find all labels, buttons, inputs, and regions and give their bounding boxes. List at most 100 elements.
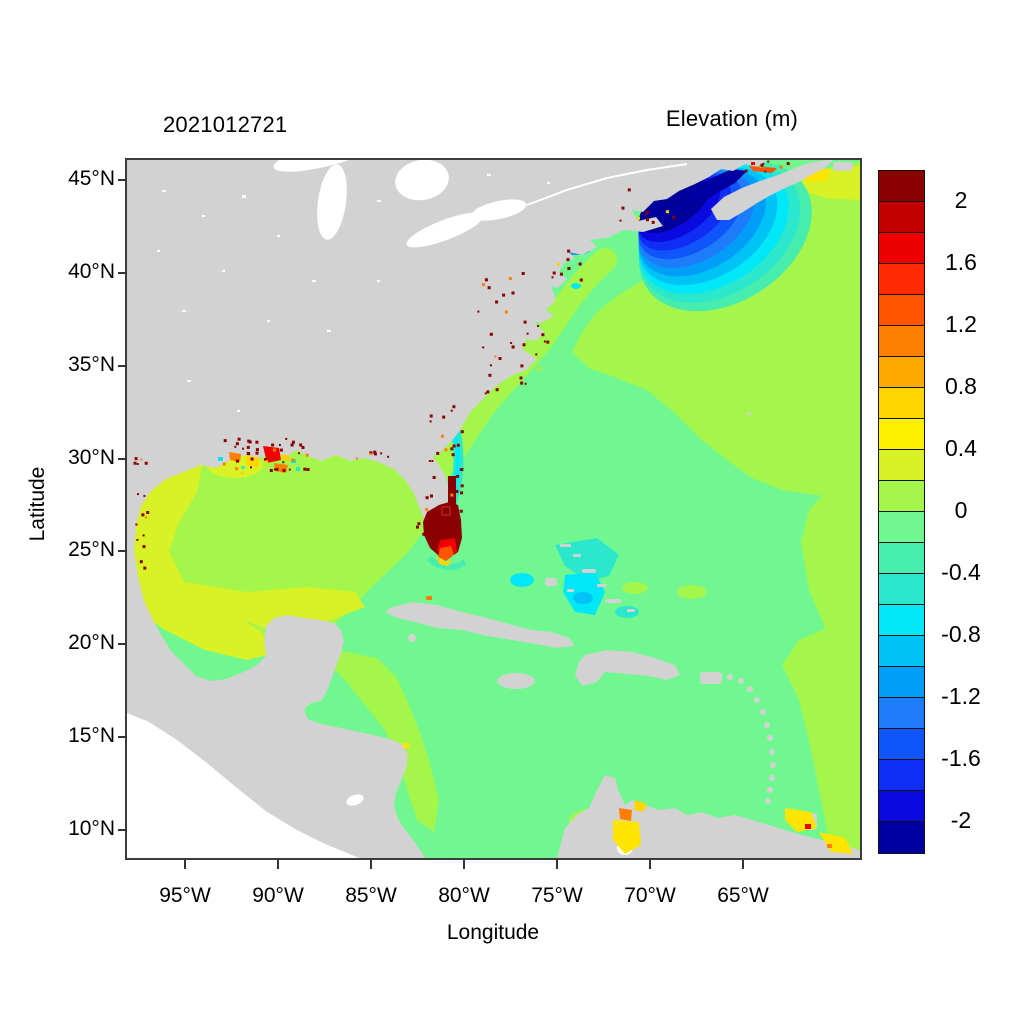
bermuda-islet	[747, 412, 751, 415]
out-of-domain-and-lakes	[127, 160, 688, 858]
coastal-speckle	[764, 170, 767, 173]
bahamas-islands	[545, 544, 635, 612]
y-axis-tick-label: 25°N	[68, 538, 115, 562]
coastal-speckle	[535, 353, 538, 356]
x-axis-tick-label: 75°W	[531, 884, 583, 907]
hispaniola-land	[575, 650, 680, 686]
coastal-speckle	[511, 345, 515, 349]
y-axis-tick-label: 45°N	[68, 167, 115, 190]
x-axis-tick-label: 80°W	[438, 884, 490, 907]
coastal-speckle	[567, 267, 571, 270]
coastal-speckle	[266, 465, 269, 468]
coastal-speckle	[303, 467, 307, 471]
coastal-speckle	[428, 517, 431, 520]
cuba-land	[385, 602, 575, 648]
coastal-speckle	[290, 443, 294, 447]
coastal-speckle	[417, 522, 421, 526]
coastal-speckle	[269, 469, 273, 472]
coastal-speckle	[502, 293, 506, 297]
coastal-speckle	[278, 444, 281, 446]
coastal-speckle	[450, 409, 453, 412]
coastal-speckle	[520, 381, 524, 385]
coastal-speckle	[144, 461, 148, 465]
coastal-speckle	[416, 525, 419, 529]
x-axis-tick-mark	[184, 859, 186, 869]
coastal-speckle	[672, 215, 676, 219]
y-axis-tick-mark	[118, 643, 127, 646]
colorbar-tick-label: -0.8	[941, 621, 981, 647]
coastal-speckle	[619, 219, 622, 222]
y-axis-tick-mark	[118, 364, 127, 367]
isla-juventud	[408, 634, 416, 642]
colorbar-segment	[879, 543, 924, 574]
coastal-speckle	[460, 491, 464, 495]
coastal-speckle	[139, 560, 143, 564]
colorbar-segment	[879, 450, 924, 481]
coastal-speckle	[578, 262, 582, 266]
colorbar-segment	[879, 791, 924, 822]
coastal-speckle	[566, 258, 570, 262]
coastal-speckle	[272, 448, 276, 452]
coastal-speckles	[133, 160, 790, 570]
coastal-speckle	[271, 443, 275, 447]
coastal-speckle	[140, 458, 143, 461]
coastal-speckle	[450, 480, 453, 483]
coastal-speckle	[494, 355, 497, 358]
coastal-speckle	[422, 532, 426, 536]
y-axis-tick-label: 40°N	[68, 259, 115, 283]
colorbar-segment	[879, 357, 924, 388]
coastal-speckle	[222, 462, 226, 466]
bay-of-fundy-core	[683, 169, 747, 205]
st-lawrence-river	[526, 163, 688, 206]
coastal-speckle	[646, 218, 649, 222]
colorbar-segment	[879, 822, 924, 853]
coastal-speckle	[495, 300, 499, 304]
y-axis-tick-label: 10°N	[68, 816, 115, 840]
coastal-speckle	[373, 452, 377, 456]
coastal-speckle	[460, 430, 464, 434]
colorbar-tick-label: 0.4	[945, 435, 977, 461]
coastal-speckle	[744, 169, 748, 173]
coastal-speckle	[264, 458, 268, 461]
coastal-speckle	[452, 444, 456, 448]
y-axis-tick-mark	[118, 550, 127, 553]
lake-nicaragua	[346, 794, 364, 806]
coastal-speckle	[246, 445, 250, 449]
x-axis-tick-mark	[370, 859, 372, 869]
coastal-speckle	[537, 325, 540, 327]
y-axis-tick-label: 35°N	[68, 352, 115, 376]
coastal-speckle	[579, 278, 583, 282]
coastal-speckle	[299, 443, 303, 447]
coastal-speckle	[510, 342, 513, 344]
colorbar-segment	[879, 698, 924, 729]
coastal-speckle	[426, 530, 430, 533]
x-axis-tick-label: 95°W	[159, 884, 211, 907]
lesser-antilles	[727, 674, 776, 804]
coastal-speckle	[235, 459, 239, 463]
colorbar-tick-label: 1.6	[945, 249, 977, 275]
colorbar-segment	[879, 264, 924, 295]
coastal-speckle	[486, 390, 490, 394]
colorbar-segment	[879, 729, 924, 760]
coastal-speckle	[282, 461, 285, 464]
cape-breton-islet	[833, 162, 853, 171]
colorbar-segment	[879, 388, 924, 419]
datetime-title: 2021012721	[163, 112, 288, 137]
coastal-speckle	[489, 364, 492, 367]
coastal-speckle	[298, 452, 300, 455]
coastal-speckle	[487, 286, 491, 290]
x-axis-tick-label: 85°W	[345, 884, 397, 907]
coastal-speckle	[246, 451, 250, 455]
coastal-speckle	[489, 332, 493, 336]
coastal-speckle	[484, 392, 487, 395]
coastal-speckle	[288, 468, 291, 471]
coastal-speckle	[440, 434, 444, 438]
coastal-speckle	[559, 272, 563, 276]
coastal-speckle	[255, 448, 259, 452]
coastal-speckle	[508, 277, 512, 281]
coastal-speckle	[637, 216, 640, 220]
map-plot-area	[127, 160, 860, 858]
colorbar-tick-label: 2	[954, 187, 968, 213]
coastal-speckle	[522, 343, 526, 347]
coastal-speckle	[444, 448, 448, 452]
